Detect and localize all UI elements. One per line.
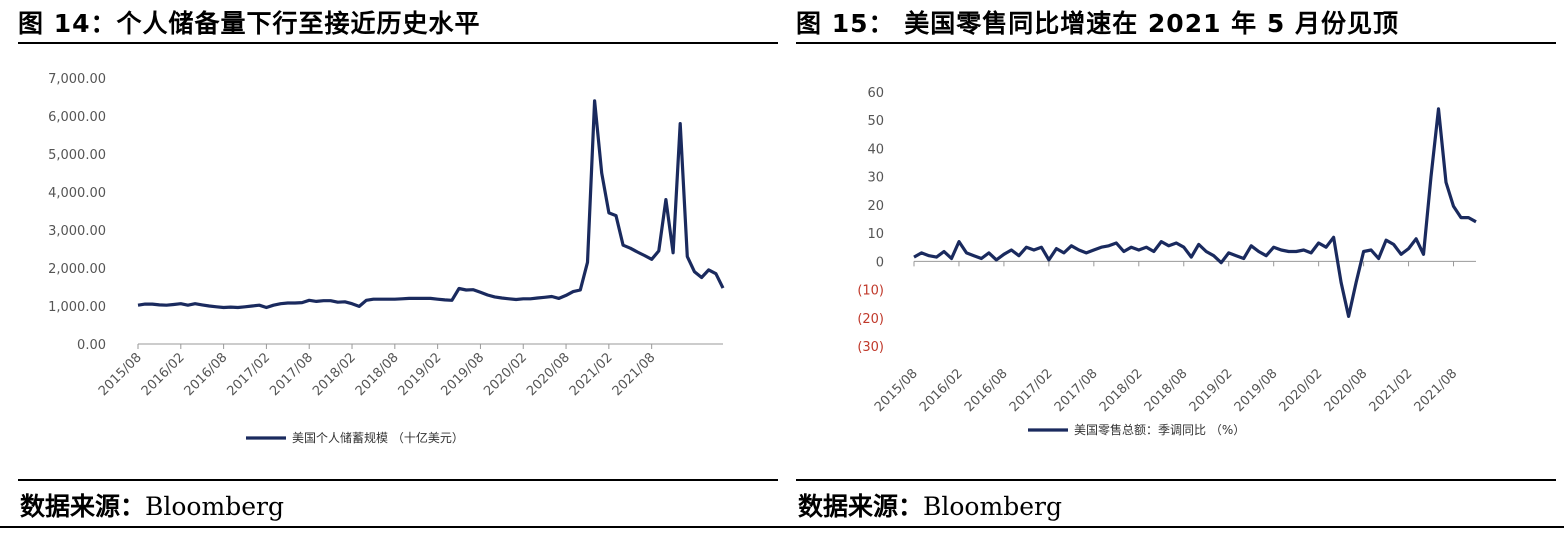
x-tick-label: 2018/08 bbox=[353, 350, 402, 399]
right-figure-panel: 图 15： 美国零售同比增速在 2021 年 5 月份见顶 (30) (20) (1… bbox=[796, 0, 1556, 540]
x-tick-label: 2018/02 bbox=[310, 350, 359, 399]
x-tick-label: 2020/02 bbox=[481, 350, 530, 399]
y-tick-label: 60 bbox=[867, 86, 884, 101]
y-tick-label: 6,000.00 bbox=[48, 110, 106, 125]
y-tick-label: (10) bbox=[857, 284, 884, 299]
y-tick-label: 0 bbox=[876, 255, 884, 270]
y-tick-label: (20) bbox=[857, 312, 884, 327]
series-line bbox=[913, 107, 1477, 318]
x-tick-label: 2017/08 bbox=[267, 350, 316, 399]
y-tick-label: (30) bbox=[857, 340, 884, 355]
x-tick-label: 2015/08 bbox=[96, 350, 145, 399]
x-tick-label: 2021/08 bbox=[610, 350, 659, 399]
x-tick-label: 2017/02 bbox=[1007, 366, 1056, 415]
series-line bbox=[137, 99, 725, 310]
x-tick-label: 2019/02 bbox=[1187, 366, 1236, 415]
left-figure-title: 图 14：个人储备量下行至接近历史水平 bbox=[18, 9, 481, 38]
y-tick-label: 30 bbox=[867, 171, 884, 186]
y-tick-label: 1,000.00 bbox=[48, 300, 106, 315]
savings-line-chart: 0.00 1,000.00 2,000.00 3,000.00 4,000.00 5,00… bbox=[48, 72, 725, 445]
y-tick-label: 3,000.00 bbox=[48, 224, 106, 239]
y-tick-label: 7,000.00 bbox=[48, 72, 106, 87]
y-tick-label: 10 bbox=[867, 227, 884, 242]
x-tick-label: 2019/02 bbox=[396, 350, 445, 399]
x-tick-label: 2019/08 bbox=[1232, 366, 1281, 415]
right-source-label: 数据来源： bbox=[798, 492, 924, 521]
x-tick-label: 2021/02 bbox=[1367, 366, 1416, 415]
right-source-rule bbox=[796, 479, 1556, 481]
left-figure-panel: 图 14：个人储备量下行至接近历史水平 0.00 1,000.00 2,000.00… bbox=[18, 0, 778, 540]
x-tick-label: 2016/08 bbox=[962, 366, 1011, 415]
x-tick-label: 2016/08 bbox=[182, 350, 231, 399]
left-title-rule bbox=[18, 42, 778, 44]
left-source-rule bbox=[18, 479, 778, 481]
x-tick-label: 2021/02 bbox=[567, 350, 616, 399]
x-tick-label: 2016/02 bbox=[917, 366, 966, 415]
legend-label: 美国个人储蓄规模 （十亿美元） bbox=[292, 430, 464, 445]
x-tick-label: 2018/08 bbox=[1142, 366, 1191, 415]
legend-label: 美国零售总额：季调同比 （%） bbox=[1074, 422, 1245, 437]
retail-yoy-line-chart: (30)(20)(10)01020304050602015/082016/022… bbox=[857, 86, 1477, 437]
x-tick-label: 2020/08 bbox=[1322, 366, 1371, 415]
page-bottom-rule bbox=[0, 526, 1564, 528]
y-tick-label: 2,000.00 bbox=[48, 262, 106, 277]
right-title-rule bbox=[796, 42, 1556, 44]
left-source-label: 数据来源： bbox=[20, 492, 146, 521]
right-source-note: 数据来源：Bloomberg bbox=[798, 487, 1062, 523]
x-tick-label: 2015/08 bbox=[872, 366, 921, 415]
y-tick-label: 0.00 bbox=[77, 338, 106, 353]
left-source-value: Bloomberg bbox=[145, 492, 284, 521]
right-source-value: Bloomberg bbox=[923, 492, 1062, 521]
y-tick-label: 20 bbox=[867, 199, 884, 214]
y-tick-label: 4,000.00 bbox=[48, 186, 106, 201]
x-tick-label: 2016/02 bbox=[139, 350, 188, 399]
y-tick-label: 40 bbox=[867, 142, 884, 157]
y-tick-label: 5,000.00 bbox=[48, 148, 106, 163]
x-tick-label: 2017/02 bbox=[224, 350, 273, 399]
x-tick-label: 2018/02 bbox=[1097, 366, 1146, 415]
x-tick-label: 2020/08 bbox=[524, 350, 573, 399]
y-tick-label: 50 bbox=[867, 114, 884, 129]
x-tick-label: 2020/02 bbox=[1277, 366, 1326, 415]
x-tick-label: 2017/08 bbox=[1052, 366, 1101, 415]
right-figure-title: 图 15： 美国零售同比增速在 2021 年 5 月份见顶 bbox=[796, 9, 1399, 38]
x-tick-label: 2021/08 bbox=[1412, 366, 1461, 415]
x-tick-label: 2019/08 bbox=[438, 350, 487, 399]
left-source-note: 数据来源：Bloomberg bbox=[20, 487, 284, 523]
